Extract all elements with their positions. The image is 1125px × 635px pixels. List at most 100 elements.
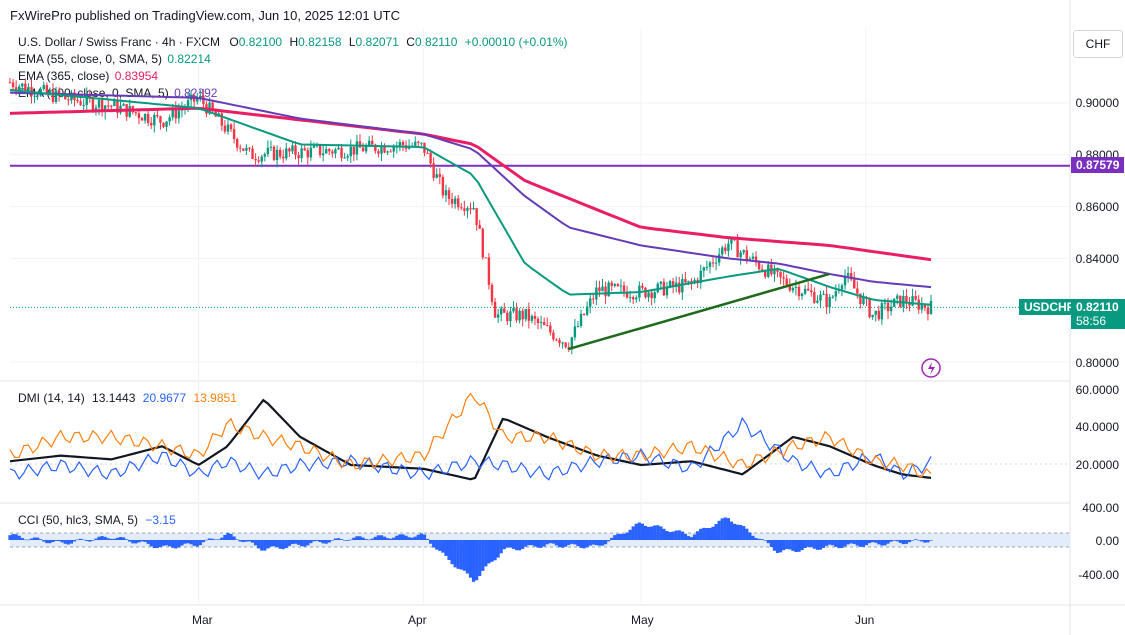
ema55-line[interactable] (9, 89, 932, 306)
cci-bar (514, 540, 519, 551)
candle-body (558, 340, 561, 344)
cci-bar (653, 525, 657, 540)
candle-body (438, 174, 441, 177)
dmi-legend[interactable]: DMI (14, 14) 13.1443 20.9677 13.9851 (18, 391, 237, 405)
candle-body (628, 297, 632, 299)
cci-bar (367, 539, 371, 541)
candle-body (457, 198, 460, 208)
candle-body (668, 281, 672, 287)
cci-legend[interactable]: CCI (50, hlc3, SMA, 5) −3.15 (18, 513, 176, 527)
candle-body (383, 145, 386, 153)
cci-bar (386, 538, 390, 540)
candle-body (862, 297, 865, 305)
currency-button[interactable]: CHF (1073, 30, 1123, 58)
cci-bar (109, 538, 113, 540)
candle-body (788, 285, 791, 291)
cci-bar (561, 540, 565, 548)
candle-body (116, 100, 119, 113)
candle-body (174, 108, 177, 119)
cci-axis-label: -400.00 (1078, 568, 1119, 582)
candle-body (684, 279, 687, 283)
cci-bar (103, 536, 107, 540)
candle-body (490, 284, 494, 302)
cci-bar (883, 540, 887, 546)
ema365-legend[interactable]: EMA (365, close) 0.83954 (18, 69, 158, 83)
candle-body (693, 279, 696, 284)
candle-body (911, 296, 914, 306)
ema365-label: EMA (365, close) (18, 69, 110, 83)
candle-body (736, 240, 739, 258)
candle-body (288, 148, 291, 152)
candle-body (235, 139, 239, 148)
cci-bar (739, 524, 743, 540)
candle-body (530, 315, 534, 321)
cci-bar (757, 538, 761, 540)
cci-bar (637, 522, 641, 540)
cci-bar (54, 540, 58, 541)
candle-body (552, 332, 555, 340)
symbol-legend[interactable]: U.S. Dollar / Swiss Franc · 4h · FXCM O0… (18, 35, 568, 49)
cci-bar (164, 540, 169, 546)
ema200-line[interactable] (9, 91, 932, 289)
candle-body (889, 306, 893, 312)
candle-body (773, 268, 776, 275)
cci-bar (75, 539, 80, 541)
cci-bar (557, 540, 562, 548)
cci-bar (910, 540, 915, 541)
cci-bar (23, 539, 27, 541)
cci-bar (435, 540, 439, 550)
cci-bar (886, 540, 890, 544)
time-axis-label: Apr (408, 613, 427, 627)
cci-bar (91, 540, 95, 541)
candle-body (275, 149, 279, 160)
cci-bar (717, 520, 721, 540)
candle-body (11, 82, 15, 88)
cci-bar (211, 538, 215, 540)
candle-body (561, 342, 564, 344)
cci-bar (462, 540, 466, 571)
cci-bar (14, 534, 18, 540)
cci-bar (625, 532, 629, 540)
ema365-line[interactable] (9, 106, 932, 262)
cci-bar (290, 540, 295, 545)
cci-bar (610, 537, 614, 540)
candle-body (751, 256, 755, 259)
alert-icon[interactable] (921, 358, 941, 378)
cci-bar (889, 540, 893, 542)
cci-bar (315, 540, 319, 541)
cci-bar (852, 540, 856, 545)
cci-bar (806, 540, 810, 547)
cci-bar (278, 540, 282, 549)
candle-body (328, 149, 331, 152)
cci-bar (917, 539, 921, 541)
candle-body (64, 95, 67, 100)
cci-bar (907, 540, 912, 543)
cci-bar (373, 536, 377, 540)
cci-bar (772, 540, 777, 551)
cci-bar (567, 540, 571, 545)
candle-body (334, 149, 337, 154)
cci-bar (343, 540, 347, 541)
cci-bar (815, 540, 820, 550)
candle-body (18, 86, 21, 91)
candle-body (794, 286, 798, 288)
cci-bar (45, 540, 49, 544)
trendline[interactable] (568, 272, 830, 351)
cci-bar (97, 536, 101, 540)
cci-bar (376, 535, 380, 540)
cci-bar (327, 540, 331, 543)
cci-bar (686, 536, 691, 540)
candle-body (678, 282, 681, 293)
candle-body (51, 90, 55, 102)
ema55-legend[interactable]: EMA (55, close, 0, SMA, 5) 0.82214 (18, 52, 211, 66)
cci-bar (511, 540, 516, 549)
cci-bar (82, 539, 86, 541)
cci-bar (204, 539, 209, 541)
cci-bar (729, 521, 734, 540)
cci-bar (825, 540, 829, 546)
cci-bar (518, 540, 522, 551)
candle-body (340, 147, 343, 158)
cci-bar (481, 540, 485, 571)
candle-body (705, 266, 709, 268)
